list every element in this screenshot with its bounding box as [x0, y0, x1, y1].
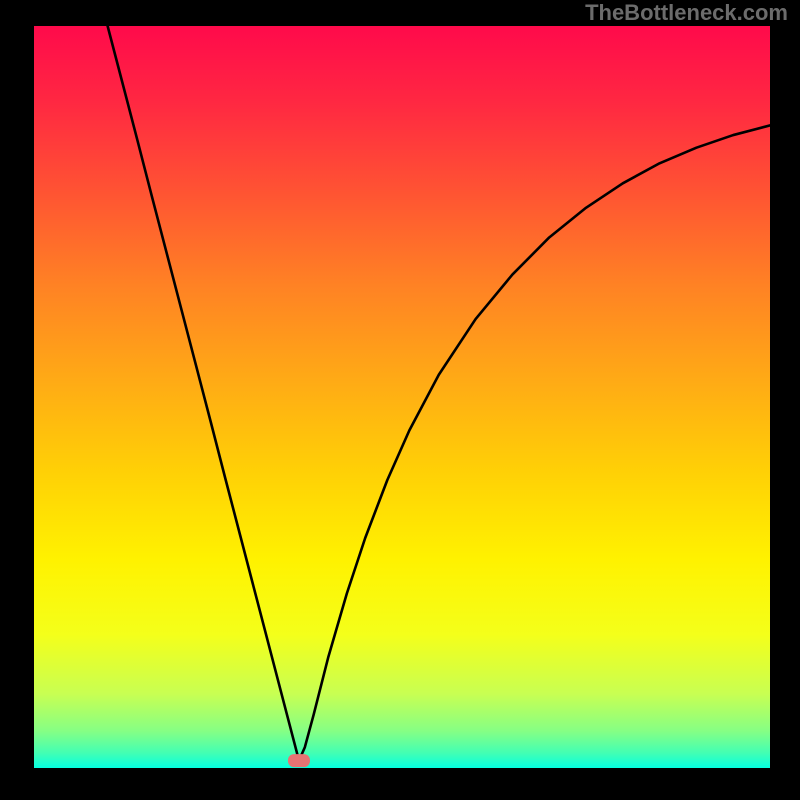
plot-area: [34, 26, 770, 768]
marker-layer: [34, 26, 770, 768]
watermark-text: TheBottleneck.com: [585, 0, 788, 26]
optimal-point-marker: [288, 754, 310, 767]
